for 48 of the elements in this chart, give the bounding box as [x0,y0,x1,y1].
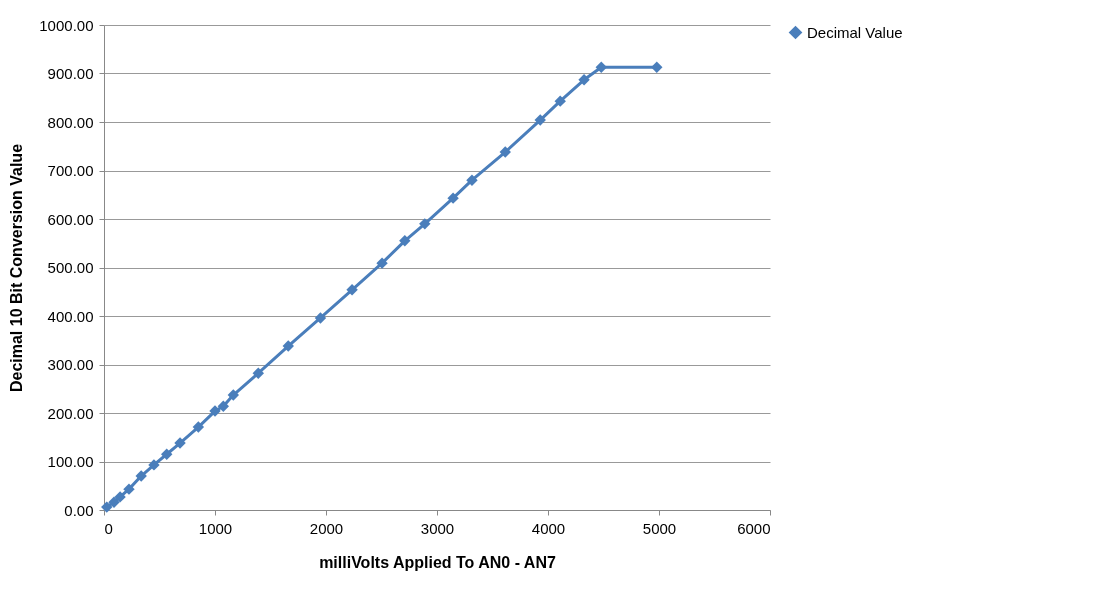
point [227,389,240,401]
point [314,312,327,324]
y-tick-label: 800.00 [47,113,94,131]
x-axis-title: milliVolts Applied To AN0 - AN7 [319,553,556,571]
point [101,501,113,513]
y-tick-label: 900.00 [47,65,94,82]
point [217,400,230,412]
y-tick-label: 700.00 [47,162,94,179]
point [161,448,173,460]
y-tick-label: 400.00 [47,307,94,325]
point [135,470,147,482]
point [499,146,511,158]
x-tick-label: 3000 [420,519,455,537]
y-tick-label: 200.00 [47,404,94,422]
x-tick-label: 6000 [737,519,771,537]
point [651,61,663,73]
y-axis-title: Decimal 10 Bit Conversion Value [8,143,26,393]
y-tick-label: 500.00 [47,259,94,276]
point [346,284,358,296]
point [282,340,294,352]
point [114,491,126,503]
x-tick-label: 2000 [309,519,344,537]
point [192,421,205,433]
y-tick-label: 600.00 [47,210,94,228]
point [447,192,459,204]
x-tick-label: 0 [104,519,113,537]
y-tick-label: 100.00 [47,453,94,470]
point [123,483,135,495]
point [534,114,546,126]
point [108,496,120,508]
point [399,235,411,247]
y-tick-label: 1000.00 [39,16,94,34]
point [595,61,607,73]
x-tick-label: 5000 [642,519,677,537]
legend-label: Decimal Value [807,23,903,41]
x-tick-label: 1000 [198,519,233,537]
x-tick-label: 4000 [531,519,566,537]
point [209,405,221,417]
point [376,257,388,269]
point [466,174,478,186]
point [174,437,186,449]
point [419,218,431,230]
point [578,74,590,86]
point [252,367,264,379]
point [554,95,566,107]
y-tick-label: 0.00 [64,501,94,519]
y-tick-label: 300.00 [47,356,94,373]
point [148,459,160,471]
